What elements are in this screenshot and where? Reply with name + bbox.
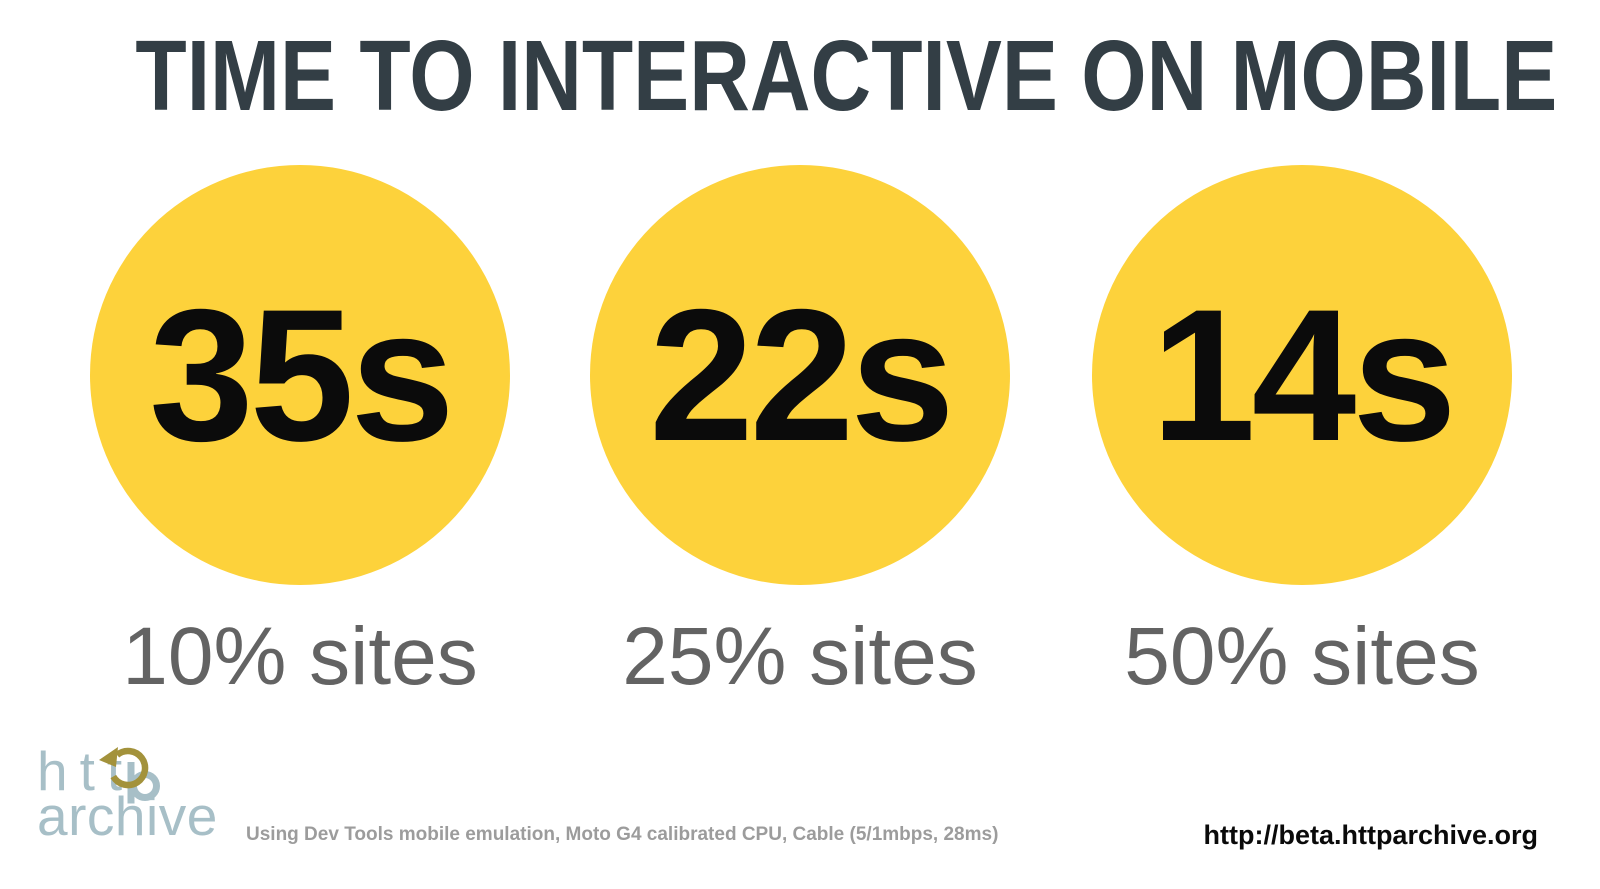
logo-text-archive: archive: [37, 785, 218, 842]
stat-percentile-label: 25% sites: [622, 611, 978, 702]
stat-column-25pct: 22s 25% sites: [590, 165, 1010, 705]
stat-column-10pct: 35s 10% sites: [90, 165, 510, 705]
stat-circle: 35s: [90, 165, 510, 585]
logo-arrowhead-icon: [99, 747, 118, 767]
logo-text-htt: htt: [37, 740, 134, 802]
stat-time-value: 35s: [149, 270, 455, 480]
stat-percentile-label: 50% sites: [1124, 611, 1480, 702]
page-title: TIME TO INTERACTIVE ON MOBILE: [0, 24, 1600, 128]
stat-circle: 22s: [590, 165, 1010, 585]
source-url: http://beta.httparchive.org: [1203, 820, 1538, 850]
logo-arrow-icon: [110, 747, 149, 789]
stat-column-50pct: 14s 50% sites: [1092, 165, 1512, 705]
http-archive-logo: htt archive: [37, 740, 218, 842]
stat-percentile-label: 10% sites: [122, 611, 478, 702]
methodology-footnote: Using Dev Tools mobile emulation, Moto G…: [246, 824, 999, 845]
page-title-text: TIME TO INTERACTIVE ON MOBILE: [135, 20, 1558, 132]
stat-time-value: 14s: [1151, 270, 1457, 480]
stat-circle: 14s: [1092, 165, 1512, 585]
stat-time-value: 22s: [649, 270, 955, 480]
